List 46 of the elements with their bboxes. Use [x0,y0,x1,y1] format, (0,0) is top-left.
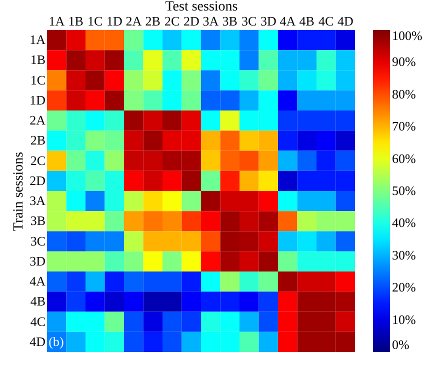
color-bar-label: 80% [392,86,416,102]
x-tick-label: 2A [126,14,142,28]
y-tick-label: 3A [30,193,46,208]
y-tick-label: 3D [30,253,46,268]
y-tick-label: 1A [30,32,46,48]
x-tick-label: 4C [318,14,334,28]
y-tick-label: 2C [30,152,46,168]
x-tick-label: 3C [242,14,257,28]
x-tick-label: 2C [164,14,180,28]
x-tick-label: 1D [106,14,122,28]
color-bar-label: 20% [392,280,416,295]
x-tick-label: 2B [145,14,161,28]
y-tick-label: 4D [30,334,46,349]
color-bar-label: 70% [392,118,416,134]
y-tick-label: 2B [30,132,46,148]
x-tick-label: 4B [299,14,315,28]
color-bar-label: 10% [392,312,416,327]
y-tick-label: 1D [30,92,46,108]
x-tick-label: 4D [337,14,354,28]
color-bar-label: 40% [392,215,416,230]
x-tick-label: 4A [280,14,296,28]
x-tick-label: 3A [202,14,220,28]
color-bar-label: 30% [392,247,416,262]
y-tick-label: 1B [30,52,46,68]
x-tick-label: 3B [222,14,238,28]
y-tick-label: 2D [30,172,46,188]
color-bar-label: 0% [392,337,410,352]
y-tick-label: 4C [30,314,46,329]
y-tick-label: 3C [30,233,46,248]
y-tick-label: 2A [30,112,46,128]
y-tick-label: 4A [30,274,46,289]
x-tick-label: 2D [183,14,200,28]
x-tick-label: 1A [48,14,66,28]
color-bar-label: 50% [392,183,416,198]
x-tick-label: 1B [68,14,84,28]
x-tick-label: 3D [260,14,276,28]
color-bar-label: 90% [392,54,416,70]
x-axis-title: Test sessions [165,0,238,14]
annotation: (b) [48,334,64,349]
color-bar-label: 60% [392,150,416,166]
y-tick-label: 1C [30,72,46,88]
y-tick-label: 3B [30,213,46,228]
y-tick-label: 4B [30,294,46,309]
x-tick-label: 1C [88,14,103,28]
color-bar-label: 100% [392,28,422,43]
y-axis-title: Train sessions [12,152,27,232]
